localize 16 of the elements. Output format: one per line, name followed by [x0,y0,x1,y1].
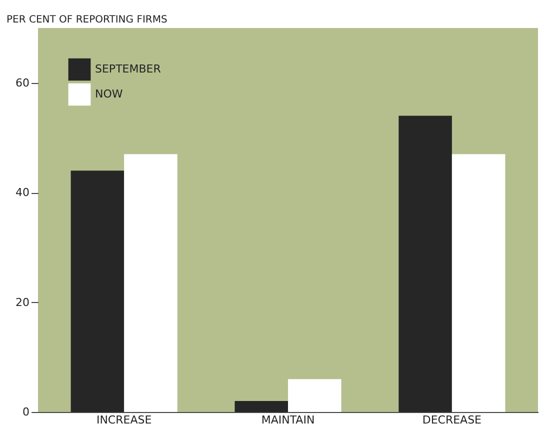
bar [70,170,124,412]
bar [398,116,452,412]
legend-label: NOW [95,88,123,100]
y-axis-title: PER CENT OF REPORTING FIRMS [6,14,168,26]
bar [452,154,506,412]
bar [288,379,342,412]
bar [124,154,178,412]
x-tick-label: DECREASE [422,414,482,426]
x-tick-label: MAINTAIN [261,414,315,426]
legend-label: SEPTEMBER [95,62,162,76]
y-tick-label: 0 [22,406,30,418]
x-tick-label: INCREASE [96,414,152,426]
y-tick-label: 40 [16,186,30,200]
y-tick-label: 20 [16,296,30,309]
bar [234,401,288,412]
y-tick-label: 60 [16,76,30,90]
